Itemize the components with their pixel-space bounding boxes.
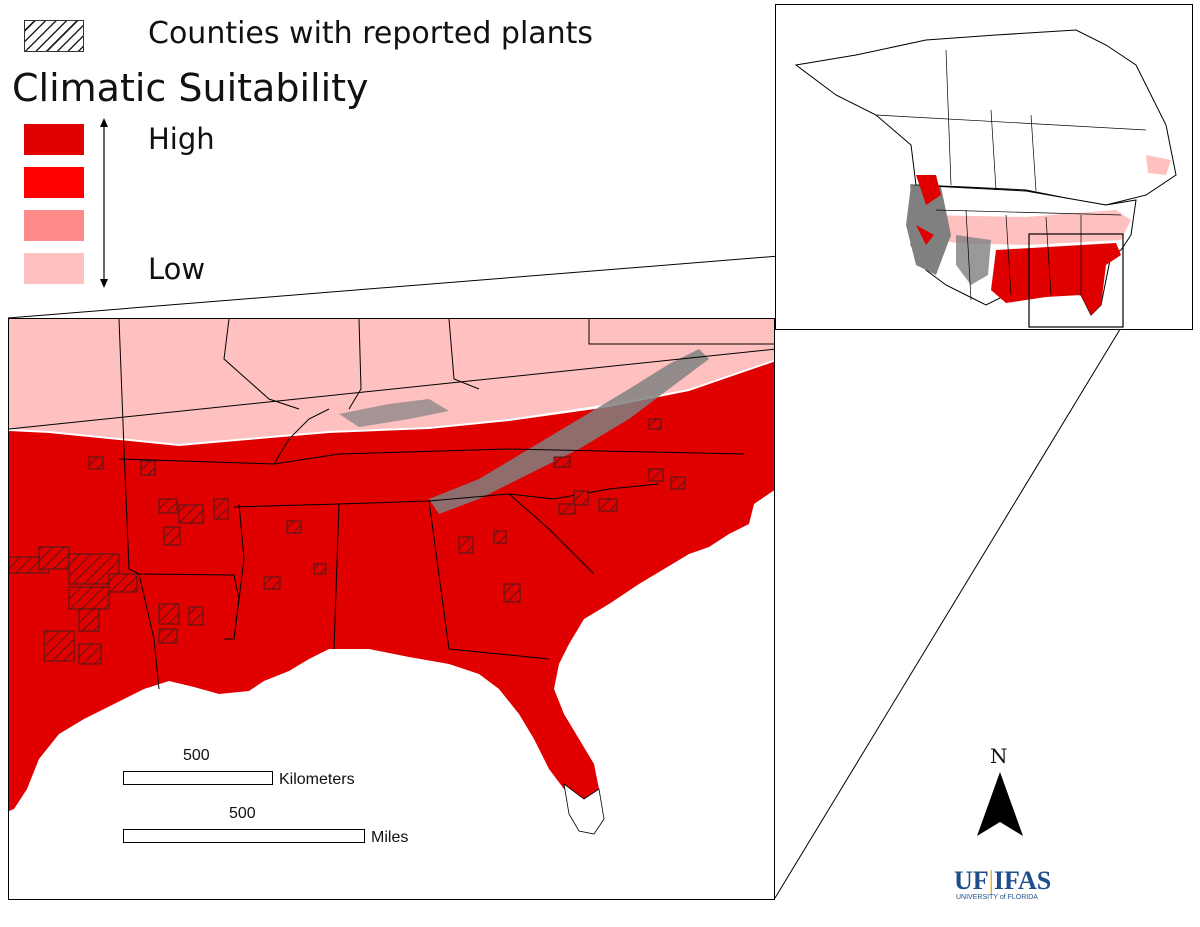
legend-swatch-3	[24, 210, 84, 241]
logo-ifas: IFAS	[993, 866, 1052, 895]
main-map-canvas	[9, 319, 774, 835]
scale-mi-unit: Miles	[371, 829, 409, 846]
inset-map	[775, 4, 1193, 330]
scale-km-unit: Kilometers	[279, 771, 355, 788]
reported-counties	[9, 418, 686, 665]
legend-swatch-4	[24, 253, 84, 284]
high-suitability-region	[9, 361, 774, 811]
legend-low-label: Low	[148, 252, 206, 286]
legend-swatch-1	[24, 124, 84, 155]
legend-high-label: High	[148, 122, 215, 156]
main-map: 500 Kilometers 500 Miles	[8, 318, 775, 900]
inset-map-canvas	[794, 29, 1177, 328]
hatch-pattern-icon	[24, 20, 84, 52]
legend-title: Climatic Suitability	[12, 66, 369, 110]
logo-uf: UF	[954, 866, 989, 895]
inset-zoom-box	[1028, 233, 1124, 328]
scale-bar-km	[123, 771, 273, 785]
scale-bar-mi	[123, 829, 365, 843]
unsuitable-region-appalachia	[429, 349, 709, 514]
scale-km-value: 500	[183, 747, 210, 764]
double-arrow-icon	[100, 118, 108, 288]
uf-ifas-logo: UF|IFAS	[954, 866, 1052, 895]
legend-hatch-label: Counties with reported plants	[148, 16, 594, 51]
low-suitability-region	[9, 319, 774, 444]
legend-swatch-2	[24, 167, 84, 198]
north-label: N	[990, 744, 1008, 768]
logo-subtitle: UNIVERSITY of FLORIDA	[956, 894, 1038, 901]
scale-mi-value: 500	[229, 805, 256, 822]
north-arrow-icon	[977, 772, 1023, 836]
